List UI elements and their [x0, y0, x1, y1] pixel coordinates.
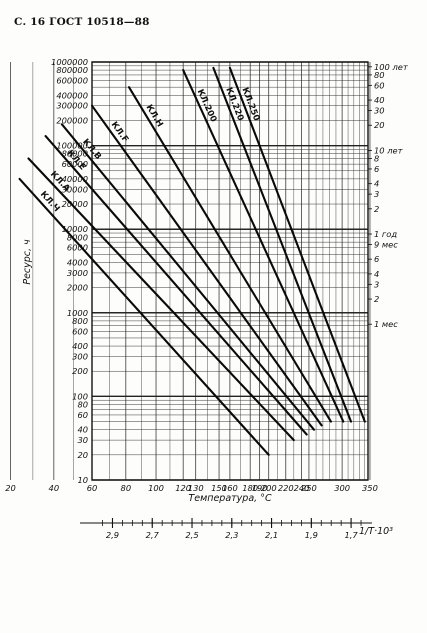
- right-tick-label: 8: [374, 154, 379, 164]
- y-tick-label: 80000: [62, 149, 88, 159]
- series-line: [44, 135, 308, 436]
- series-line: [127, 86, 332, 423]
- x-tick-label: 160: [222, 483, 238, 493]
- x-tick-label: 250: [301, 483, 317, 493]
- right-tick-label: 3: [374, 279, 379, 289]
- x2-tick-label: 2,7: [146, 530, 160, 540]
- y-tick-label: 3000: [67, 268, 88, 278]
- y-tick-label: 100000: [56, 141, 88, 151]
- x-tick-label: 220: [278, 483, 294, 493]
- right-tick-label: 4: [374, 269, 379, 279]
- right-tick-label: 60: [374, 80, 385, 90]
- y-tick-label: 800000: [56, 65, 88, 75]
- y-tick-label: 100: [72, 391, 88, 401]
- right-tick-label: 3: [374, 189, 379, 199]
- x-tick-label: 100: [148, 483, 164, 493]
- right-tick-label: 40: [374, 95, 385, 105]
- x2-tick-label: 1,7: [344, 530, 358, 540]
- x2-tick-label: 2,1: [265, 530, 278, 540]
- right-tick-label: 6: [374, 164, 379, 174]
- y-tick-label: 200: [72, 366, 88, 376]
- right-tick-label: 10 лет: [374, 145, 404, 155]
- y-tick-label: 300000: [56, 101, 88, 111]
- y-tick-label: 200000: [56, 115, 88, 125]
- x-tick-label: 130: [188, 483, 204, 493]
- inverse-temperature-axis: 2,9 2,7 2,5 2,3 2,1 1,9 1,7: [80, 518, 372, 540]
- x-tick-label: 200: [261, 483, 277, 493]
- x-tick-label: 240: [294, 483, 310, 493]
- x-tick-label: 80: [121, 483, 132, 493]
- y-tick-label: 400: [72, 341, 88, 351]
- plot-border: [91, 61, 369, 481]
- y-tick-label: 40: [77, 425, 88, 435]
- right-tick-label: 100 лет: [374, 62, 409, 72]
- chart-grid: [10, 61, 371, 481]
- y-tick-label: 6000: [67, 243, 88, 253]
- right-tick-label: 6: [374, 254, 379, 264]
- series-line: [228, 66, 366, 423]
- right-tick-label: 9 мес: [374, 239, 398, 249]
- y-tick-label: 2000: [67, 283, 88, 293]
- series-line: [18, 177, 270, 456]
- y-tick-label: 20000: [62, 199, 88, 209]
- series-line: [60, 123, 316, 431]
- x-tick-label: 150: [211, 483, 227, 493]
- x-tick-label: 350: [362, 483, 378, 493]
- x-tick-label: 120: [175, 483, 191, 493]
- y-tick-label: 300: [72, 352, 88, 362]
- y-tick-label: 600: [72, 326, 88, 336]
- x-tick-label: 180: [242, 483, 258, 493]
- x-tick-label: 60: [87, 483, 98, 493]
- x-tick-label: 300: [334, 483, 350, 493]
- x2-tick-label: 1,9: [305, 530, 318, 540]
- y-tick-label: 800: [72, 316, 88, 326]
- x2-tick-label: 2,5: [185, 530, 198, 540]
- y-tick-label: 60: [77, 410, 88, 420]
- series-line: [182, 69, 345, 423]
- y-tick-label: 30: [77, 435, 88, 445]
- series-line: [90, 104, 323, 427]
- y-tick-label: 1000000: [51, 57, 88, 67]
- x-tick-label: 40: [49, 483, 60, 493]
- x-tick-label: 20: [5, 483, 16, 493]
- right-tick-label: 1 мес: [374, 319, 398, 329]
- right-tick-label: 4: [374, 179, 379, 189]
- right-tick-label: 30: [374, 106, 385, 116]
- y-tick-label: 1000: [67, 308, 88, 318]
- x2-axis-label: 1/T·10³: [359, 526, 393, 537]
- series-line: [27, 157, 295, 442]
- series-lines: [18, 66, 366, 456]
- y-tick-label: 10000: [62, 224, 88, 234]
- y-tick-label: 400000: [56, 90, 88, 100]
- y-tick-label: 30000: [62, 184, 88, 194]
- right-tick-label: 2: [374, 204, 379, 214]
- y-tick-label: 80: [77, 400, 88, 410]
- y-tick-label: 600000: [56, 76, 88, 86]
- y-tick-label: 10: [77, 475, 88, 485]
- right-tick-label: 1 год: [374, 229, 397, 239]
- right-tick-label: 20: [374, 120, 385, 130]
- y-tick-label: 60000: [62, 159, 88, 169]
- plot-frame: [91, 61, 369, 481]
- y-tick-label: 20: [77, 450, 88, 460]
- y-axis-label: Ресурс, ч: [22, 239, 33, 285]
- x-tick-labels: 1020406080100120130150160180190200220240…: [5, 483, 378, 493]
- page-header: С. 16 ГОСТ 10518—88: [14, 16, 150, 28]
- x-axis-label: Температура, °С: [188, 493, 272, 504]
- y-tick-label: 8000: [67, 232, 88, 242]
- right-tick-label: 2: [374, 294, 379, 304]
- right-tick-label: 80: [374, 70, 385, 80]
- y-tick-label: 40000: [62, 174, 88, 184]
- x2-tick-label: 2,9: [106, 530, 119, 540]
- x-tick-label: 190: [252, 483, 268, 493]
- y-tick-label: 4000: [67, 257, 88, 267]
- series-line: [212, 66, 353, 423]
- x2-tick-label: 2,3: [225, 530, 238, 540]
